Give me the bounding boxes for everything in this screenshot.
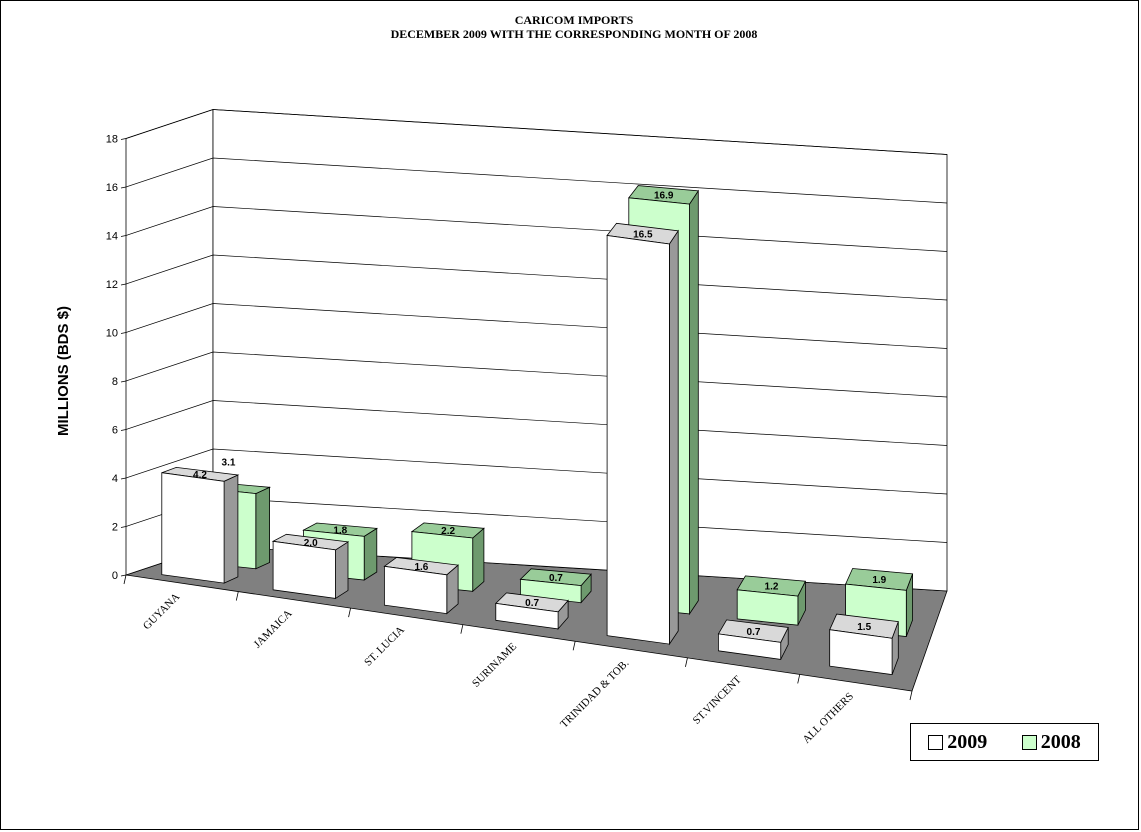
legend-swatch-2009	[928, 734, 944, 750]
data-label-2008: 1.2	[765, 582, 779, 593]
y-tick-label: 18	[106, 134, 118, 146]
y-tick-mark	[120, 283, 127, 286]
x-tick-label: TRINIDAD & TOB.	[558, 657, 631, 730]
bar-side-2008	[689, 189, 699, 616]
bar-side-2008	[255, 486, 271, 570]
gridline	[125, 109, 948, 155]
gridline	[125, 351, 948, 398]
x-tick-mark	[460, 624, 464, 634]
legend: 2009 2008	[910, 723, 1099, 761]
gridline	[125, 254, 948, 301]
y-tick-label: 8	[112, 376, 118, 388]
bar-2009	[495, 602, 559, 630]
legend-label-2009: 2009	[947, 730, 988, 753]
y-tick-label: 12	[106, 279, 118, 291]
bar-2009	[161, 472, 225, 584]
y-axis-ticks: 0 2 4 6 8 10 12 14 16 18	[106, 134, 127, 582]
y-tick-mark	[120, 477, 127, 480]
x-tick-label: ALL OTHERS	[801, 690, 857, 746]
data-label-2009: 0.7	[747, 627, 761, 638]
gridline	[125, 448, 948, 495]
y-tick-mark	[120, 574, 127, 577]
x-tick-mark	[572, 641, 576, 651]
gridline	[125, 400, 948, 446]
legend-swatch-2008	[1021, 734, 1037, 750]
data-label-2009: 2.0	[304, 538, 318, 549]
x-tick-label: ST. LUCIA	[362, 624, 407, 669]
y-tick-mark	[120, 138, 127, 140]
data-label-2008: 2.2	[441, 526, 455, 537]
x-tick-mark	[235, 591, 239, 601]
bar-2009	[272, 540, 336, 599]
x-tick-label: JAMAICA	[251, 608, 294, 651]
gridline	[125, 303, 948, 349]
bar-side-2008	[472, 527, 485, 593]
y-tick-label: 0	[112, 570, 118, 582]
data-label-2009: 1.6	[414, 562, 428, 573]
data-label-2008: 1.9	[872, 575, 886, 586]
data-label-2008: 0.7	[549, 573, 563, 584]
chart-back-wall	[212, 109, 948, 592]
bar-2009	[718, 633, 782, 660]
x-tick-label: SURINAME	[470, 640, 519, 689]
y-tick-mark	[120, 235, 127, 237]
bar-side-2009	[223, 474, 239, 584]
x-tick-mark	[685, 657, 688, 667]
x-tick-mark	[797, 674, 801, 684]
chart-title: CARICOM IMPORTS	[515, 13, 634, 27]
x-tick-mark	[348, 608, 351, 618]
legend-item-2009: 2009	[928, 731, 987, 754]
y-tick-label: 4	[112, 473, 118, 485]
bar-side-2008	[363, 527, 378, 581]
x-tick-label: GUYANA	[141, 591, 182, 632]
y-tick-mark	[120, 526, 127, 528]
x-tick-mark	[909, 690, 913, 701]
y-tick-mark	[120, 429, 127, 431]
y-tick-mark	[120, 186, 127, 189]
bar-2009	[829, 629, 893, 676]
data-label-2008: 16.9	[654, 191, 674, 202]
gridline	[125, 157, 948, 204]
bar-2009	[606, 235, 670, 645]
y-tick-label: 14	[106, 231, 118, 243]
y-tick-label: 10	[106, 328, 118, 340]
y-tick-label: 2	[112, 522, 118, 534]
bars: 3.1 1.8 2.2 0.7 16.9 1.2 1.9 4.2 2.0 1.6 0.7 16.5 0.…	[161, 185, 914, 676]
bar-side-2009	[669, 229, 679, 646]
legend-label-2008: 2008	[1040, 730, 1081, 753]
chart-subtitle: DECEMBER 2009 WITH THE CORRESPONDING MON…	[391, 27, 758, 41]
x-tick-mark	[123, 574, 127, 585]
data-label-2009: 0.7	[525, 598, 539, 609]
y-axis-label: MILLIONS (BDS $)	[55, 306, 72, 436]
data-label-2009: 4.2	[193, 470, 207, 481]
bar-2008	[736, 589, 799, 626]
data-label-2008: 3.1	[222, 458, 236, 469]
y-tick-label: 6	[112, 425, 118, 437]
data-label-2008: 1.8	[333, 526, 347, 537]
data-label-2009: 16.5	[633, 229, 653, 240]
bar-2009	[383, 565, 448, 615]
data-label-2009: 1.5	[857, 622, 871, 633]
y-tick-label: 16	[106, 182, 118, 194]
bar-side-2009	[335, 541, 349, 600]
legend-item-2008: 2008	[1021, 730, 1081, 754]
y-tick-mark	[120, 332, 127, 334]
gridline	[125, 206, 948, 252]
x-tick-label: ST.VINCENT	[691, 674, 744, 727]
y-tick-mark	[120, 380, 127, 383]
